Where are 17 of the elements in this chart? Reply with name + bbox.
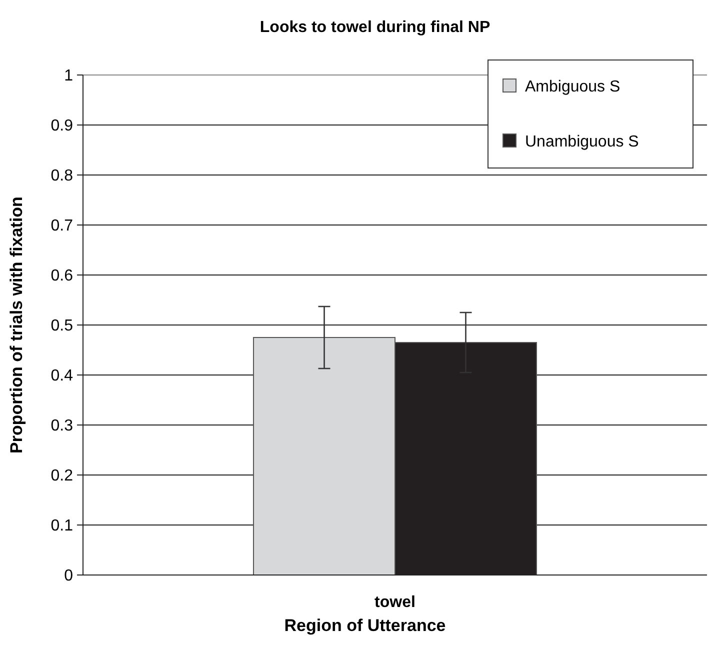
y-tick-label: 0	[64, 568, 74, 585]
y-tick-label: 0.2	[50, 468, 74, 485]
x-tick-label: towel	[374, 594, 416, 611]
legend-label: Ambiguous S	[525, 78, 620, 96]
y-tick-label: 0.9	[50, 118, 74, 135]
y-tick-label: 0.4	[50, 368, 74, 385]
y-tick-label: 0.6	[50, 268, 74, 285]
x-axis-title: Region of Utterance	[284, 616, 446, 635]
y-tick-label: 0.3	[50, 418, 74, 435]
y-tick-label: 0.7	[50, 218, 74, 235]
y-tick-label: 0.1	[50, 518, 74, 535]
legend-label: Unambiguous S	[525, 134, 639, 151]
y-tick-label: 0.5	[50, 318, 74, 335]
y-axis-title: Proportion of trials with fixation	[7, 196, 26, 454]
y-tick-label: 0.8	[50, 168, 74, 185]
chart-title: Looks to towel during final NP	[260, 19, 490, 36]
y-tick-label: 1	[64, 68, 74, 85]
